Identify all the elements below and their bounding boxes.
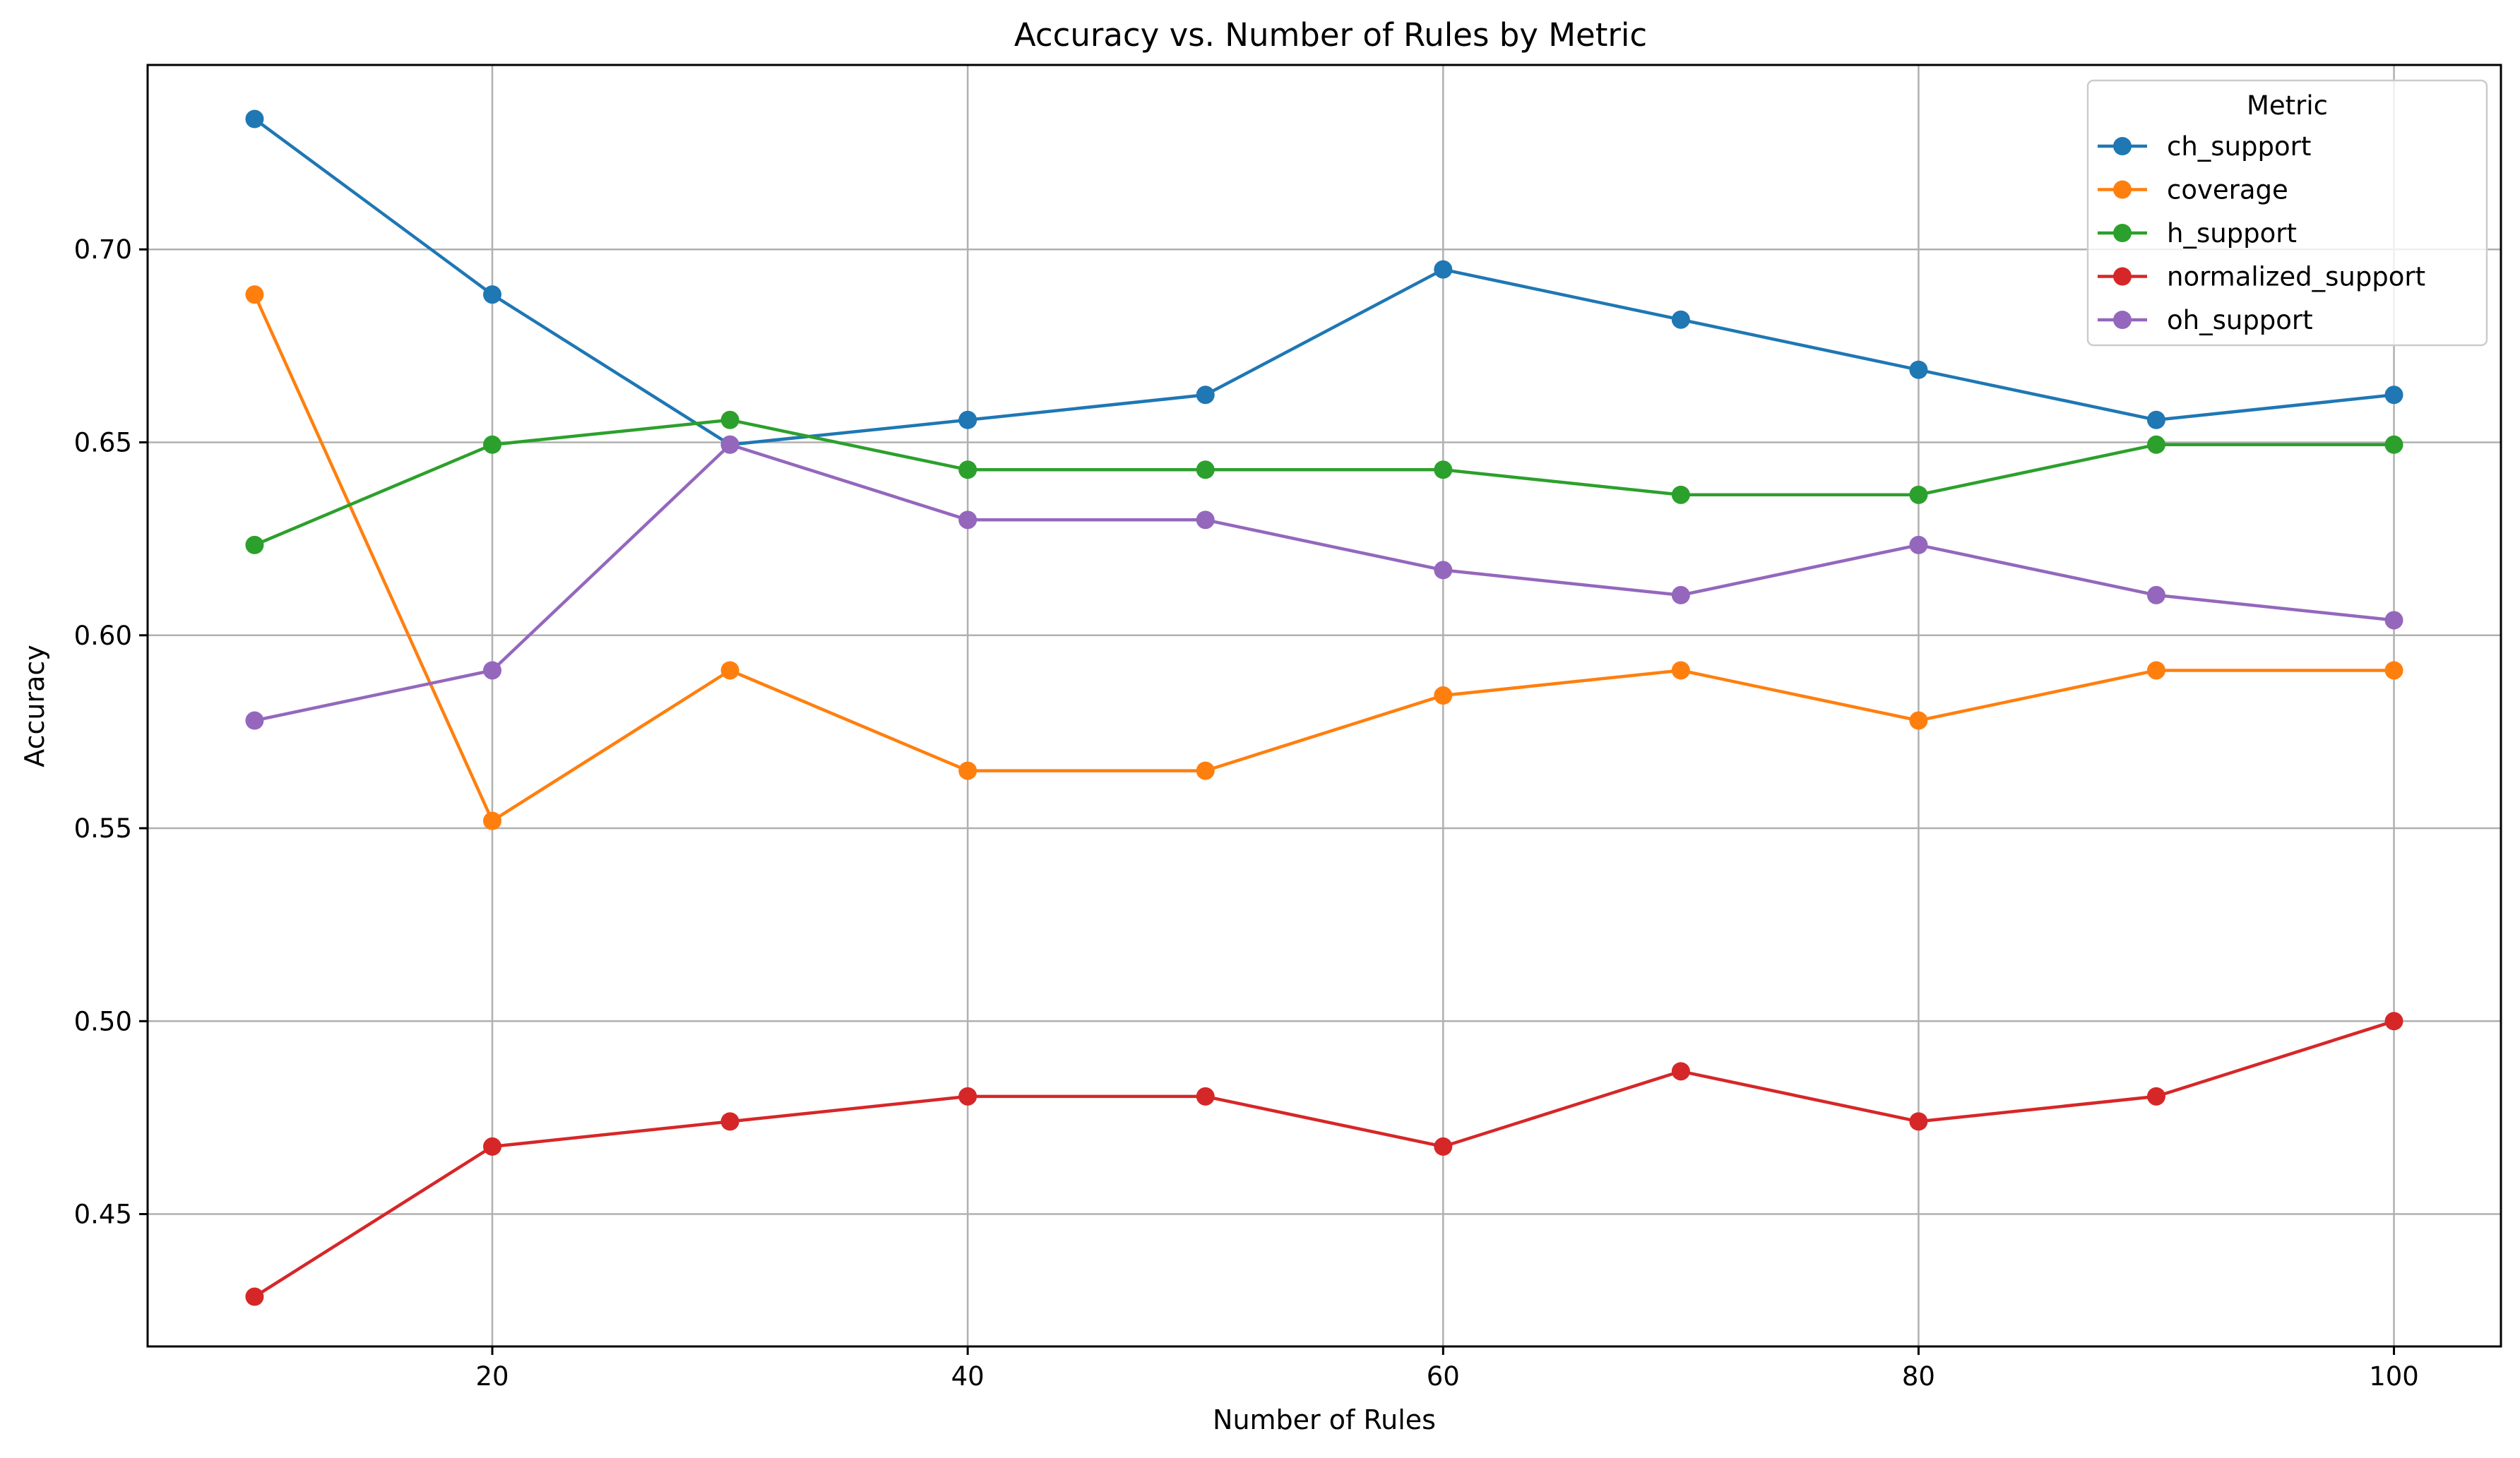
x-axis-label: Number of Rules: [1213, 1404, 1436, 1435]
data-point: [1196, 1087, 1215, 1106]
series-line: [254, 418, 2394, 546]
data-point: [483, 435, 502, 454]
x-tick-label: 100: [2369, 1361, 2419, 1392]
data-point: [2384, 435, 2403, 454]
plot-area: [245, 109, 2403, 1306]
x-tick-label: 80: [1902, 1361, 1935, 1392]
x-tick-label: 40: [951, 1361, 985, 1392]
axis-ticks: 20 40 60 80 100 0.45 0.50 0.55 0.60 0.65 0.70: [74, 234, 2419, 1392]
data-point: [2384, 661, 2403, 680]
y-tick-label: 0.50: [74, 1006, 132, 1036]
x-tick-label: 60: [1427, 1361, 1460, 1392]
data-point: [1909, 535, 1928, 554]
data-point: [958, 460, 977, 479]
y-tick-label: 0.60: [74, 621, 132, 651]
data-point: [245, 109, 264, 129]
data-point: [2146, 1087, 2165, 1106]
data-point: [1671, 585, 1690, 604]
y-axis-label: Accuracy: [19, 645, 50, 767]
legend-item: oh_support: [2098, 305, 2313, 335]
series-oh-support: [245, 435, 2403, 730]
legend-label: normalized_support: [2167, 262, 2425, 292]
data-point: [720, 661, 739, 680]
data-point: [1434, 686, 1453, 705]
data-point: [2384, 386, 2403, 405]
y-tick-label: 0.55: [74, 813, 132, 844]
series-line: [254, 117, 2394, 447]
data-point: [1671, 310, 1690, 329]
plot-frame: [146, 64, 2502, 1348]
data-point: [1671, 485, 1690, 504]
series-h-support: [245, 410, 2403, 554]
series-line: [254, 443, 2394, 722]
data-point: [958, 761, 977, 780]
data-point: [1909, 1112, 1928, 1131]
y-tick-label: 0.70: [74, 234, 132, 265]
data-point: [2146, 585, 2165, 604]
series-line: [253, 294, 2394, 823]
legend-marker: [2113, 224, 2132, 242]
y-tick-label: 0.65: [74, 427, 132, 458]
data-point: [1909, 711, 1928, 730]
data-point: [1196, 386, 1215, 405]
data-point: [245, 711, 264, 730]
legend-title: Metric: [2247, 90, 2328, 121]
data-point: [483, 811, 502, 830]
data-point: [2384, 611, 2403, 630]
legend-marker: [2113, 137, 2132, 155]
legend-item: ch_support: [2098, 131, 2311, 162]
data-point: [483, 661, 502, 680]
data-point: [1434, 561, 1453, 580]
data-point: [2146, 661, 2165, 680]
data-point: [483, 1137, 502, 1156]
data-point: [1434, 1137, 1453, 1156]
data-point: [720, 435, 739, 454]
data-point: [1196, 510, 1215, 530]
legend-item: coverage: [2098, 175, 2288, 205]
data-point: [720, 1112, 739, 1131]
data-point: [1196, 761, 1215, 780]
data-point: [245, 1287, 264, 1306]
y-tick-label: 0.45: [74, 1200, 132, 1230]
data-point: [1196, 460, 1215, 479]
legend-marker: [2113, 180, 2132, 199]
data-point: [2146, 410, 2165, 429]
chart-title: Accuracy vs. Number of Rules by Metric: [1014, 16, 1647, 54]
data-point: [958, 1087, 977, 1106]
legend-label: oh_support: [2167, 305, 2313, 335]
data-point: [2146, 435, 2165, 454]
legend-box: [2086, 79, 2488, 347]
legend-label: ch_support: [2167, 131, 2311, 162]
data-point: [958, 510, 977, 530]
legend-item: h_support: [2098, 218, 2297, 249]
data-point: [958, 410, 977, 429]
legend-label: h_support: [2167, 218, 2297, 249]
data-point: [2384, 1012, 2403, 1031]
data-point: [1434, 260, 1453, 279]
legend-marker: [2113, 311, 2132, 329]
data-point: [1671, 661, 1690, 680]
series-ch-support: [245, 109, 2403, 454]
data-point: [720, 410, 739, 429]
legend-marker: [2113, 267, 2132, 286]
legend: Metric ch_support coverage h_supportnormali…: [2086, 79, 2488, 347]
data-point: [1909, 360, 1928, 379]
data-point: [1671, 1062, 1690, 1081]
series-line: [254, 1020, 2395, 1298]
legend-label: coverage: [2167, 175, 2288, 205]
data-point: [1434, 460, 1453, 479]
data-point: [483, 285, 502, 304]
data-point: [245, 285, 264, 304]
series-coverage: [245, 285, 2403, 830]
x-tick-label: 20: [475, 1361, 509, 1392]
series-normalized-support: [245, 1012, 2403, 1306]
data-point: [1909, 485, 1928, 504]
legend-item: normalized_support: [2098, 262, 2425, 292]
data-point: [245, 535, 264, 554]
